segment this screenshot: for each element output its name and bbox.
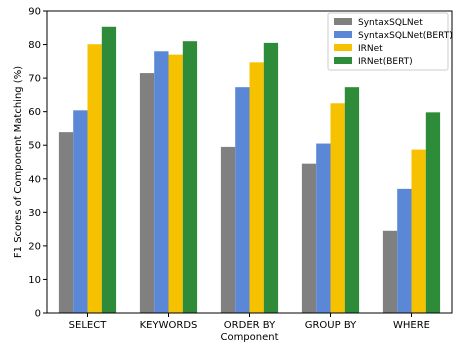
bar-syntaxsqlnet-bert--where (397, 188, 412, 313)
bars-group (58, 26, 441, 314)
legend-label: SyntaxSQLNet(BERT) (358, 31, 453, 41)
legend-box (327, 12, 449, 71)
x-tick-label: GROUP BY (305, 320, 357, 331)
legend-swatch (334, 18, 352, 25)
bar-syntaxsqlnet-order-by (220, 146, 236, 313)
y-tick-label: 80 (28, 40, 41, 51)
legend-swatch (334, 44, 352, 51)
legend-label: IRNet(BERT) (358, 57, 413, 67)
bar-irnet-keywords (168, 54, 183, 313)
y-tick-label: 70 (28, 74, 41, 85)
legend: SyntaxSQLNet SyntaxSQLNet(BERT) IRNet IRNet… (327, 12, 453, 71)
bar-irnet-select (87, 44, 102, 313)
x-axis-ticks: SELECT KEYWORDS ORDER BY GROUP BY WHERE (69, 313, 430, 331)
bar-irnet-group-by (330, 103, 345, 314)
bar-irnet-bert--order-by (263, 42, 279, 313)
x-tick-label: WHERE (393, 320, 430, 331)
y-axis-ticks: 0 10 20 30 40 50 60 70 80 90 (28, 7, 47, 320)
bar-irnet-order-by (249, 62, 264, 314)
x-axis-title: Component (220, 332, 278, 343)
legend-swatch (334, 57, 352, 64)
y-tick-label: 20 (28, 241, 41, 252)
bar-syntaxsqlnet-bert--select (73, 110, 88, 313)
legend-label: SyntaxSQLNet (358, 18, 423, 28)
y-tick-label: 50 (28, 141, 41, 152)
bar-syntaxsqlnet-group-by (301, 163, 317, 313)
y-tick-label: 40 (28, 174, 41, 185)
y-tick-label: 0 (35, 309, 41, 320)
y-tick-label: 10 (28, 275, 41, 286)
y-tick-label: 90 (28, 7, 41, 18)
bar-syntaxsqlnet-bert--order-by (235, 87, 250, 313)
legend-label: IRNet (358, 44, 383, 54)
bar-irnet-bert--keywords (182, 41, 198, 313)
x-tick-label: KEYWORDS (140, 320, 198, 331)
y-tick-label: 60 (28, 107, 41, 118)
legend-swatch (334, 31, 352, 38)
bar-irnet-bert--group-by (344, 87, 360, 313)
bar-irnet-bert--where (425, 112, 441, 314)
bar-syntaxsqlnet-keywords (139, 73, 155, 313)
bar-syntaxsqlnet-bert--group-by (316, 143, 331, 313)
plot-frame (46, 10, 453, 314)
bar-irnet-bert--select (101, 26, 117, 313)
x-tick-label: SELECT (69, 320, 108, 331)
bar-irnet-where (411, 149, 426, 313)
bar-syntaxsqlnet-where (382, 230, 398, 313)
x-tick-label: ORDER BY (224, 320, 276, 331)
y-tick-label: 30 (28, 208, 41, 219)
y-axis-title: F1 Scores of Component Matching (%) (13, 66, 24, 258)
bar-syntaxsqlnet-select (58, 132, 74, 313)
bar-syntaxsqlnet-bert--keywords (154, 51, 169, 314)
